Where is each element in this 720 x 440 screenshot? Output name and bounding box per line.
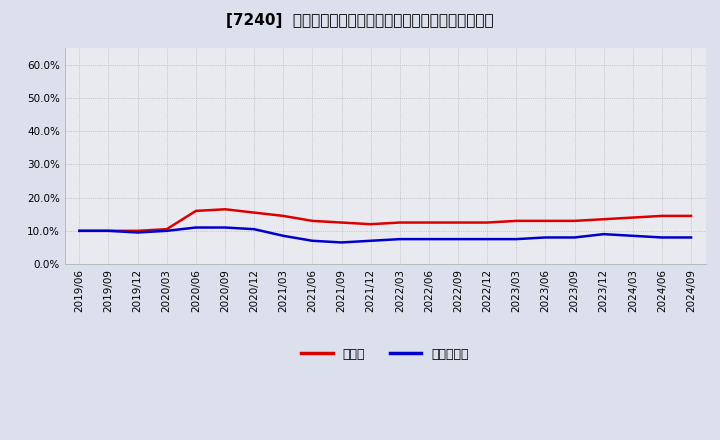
Text: [7240]  現預金、有利子負債の総資産に対する比率の推移: [7240] 現預金、有利子負債の総資産に対する比率の推移 [226, 13, 494, 28]
Legend: 現預金, 有利子負債: 現預金, 有利子負債 [297, 343, 474, 366]
